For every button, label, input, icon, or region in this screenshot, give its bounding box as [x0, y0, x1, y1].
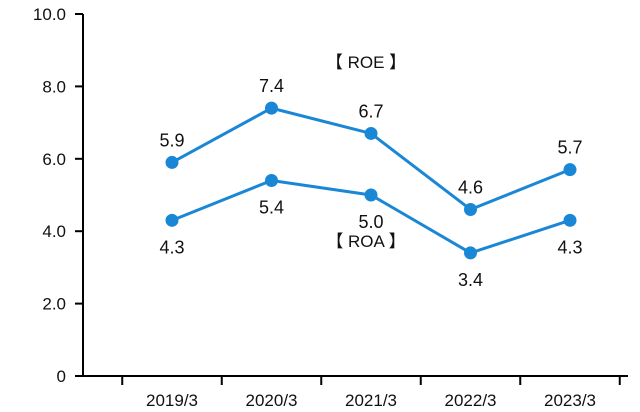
data-point [364, 126, 378, 140]
data-label: 4.3 [159, 237, 184, 257]
series-name-roa: 【 ROA 】 [326, 232, 405, 251]
axes: 0 2.0 4.0 6.0 8.0 10.0 2019/3 2020/3 2021/3 2022/… [33, 5, 628, 410]
x-tick-label: 2021/3 [345, 391, 397, 410]
data-point [265, 101, 278, 115]
x-tick-label: 2023/3 [544, 391, 596, 410]
data-point [265, 174, 278, 188]
x-tick-label: 2020/3 [246, 391, 298, 410]
y-tick-label: 2.0 [42, 295, 66, 314]
data-label: 6.7 [358, 101, 383, 121]
data-point [464, 246, 477, 260]
y-tick-label: 10.0 [33, 5, 66, 24]
data-point [563, 213, 577, 227]
data-point [165, 213, 179, 227]
y-tick-label: 0 [57, 367, 66, 386]
series-points [165, 101, 577, 260]
y-tick-label: 4.0 [42, 222, 66, 241]
data-point [464, 202, 477, 216]
data-labels: 5.9 7.4 6.7 4.6 5.7 4.3 5.4 5.0 3.4 4.3 [159, 76, 582, 290]
data-point [563, 163, 577, 177]
data-label: 5.9 [159, 130, 184, 150]
data-label: 3.4 [458, 270, 483, 290]
data-point [364, 188, 378, 202]
y-tick-label: 6.0 [42, 150, 66, 169]
data-point [165, 155, 179, 169]
x-tick-label: 2019/3 [146, 391, 198, 410]
data-label: 5.0 [358, 212, 383, 232]
data-label: 7.4 [259, 76, 284, 96]
data-label: 5.4 [259, 198, 284, 218]
y-tick-label: 8.0 [42, 77, 66, 96]
series-names: 【 ROE 】【 ROA 】 [326, 53, 406, 251]
series-name-roe: 【 ROE 】 [326, 53, 406, 72]
data-label: 4.6 [458, 177, 483, 197]
data-label: 4.3 [557, 237, 582, 257]
x-tick-label: 2022/3 [445, 391, 497, 410]
data-label: 5.7 [557, 138, 582, 158]
